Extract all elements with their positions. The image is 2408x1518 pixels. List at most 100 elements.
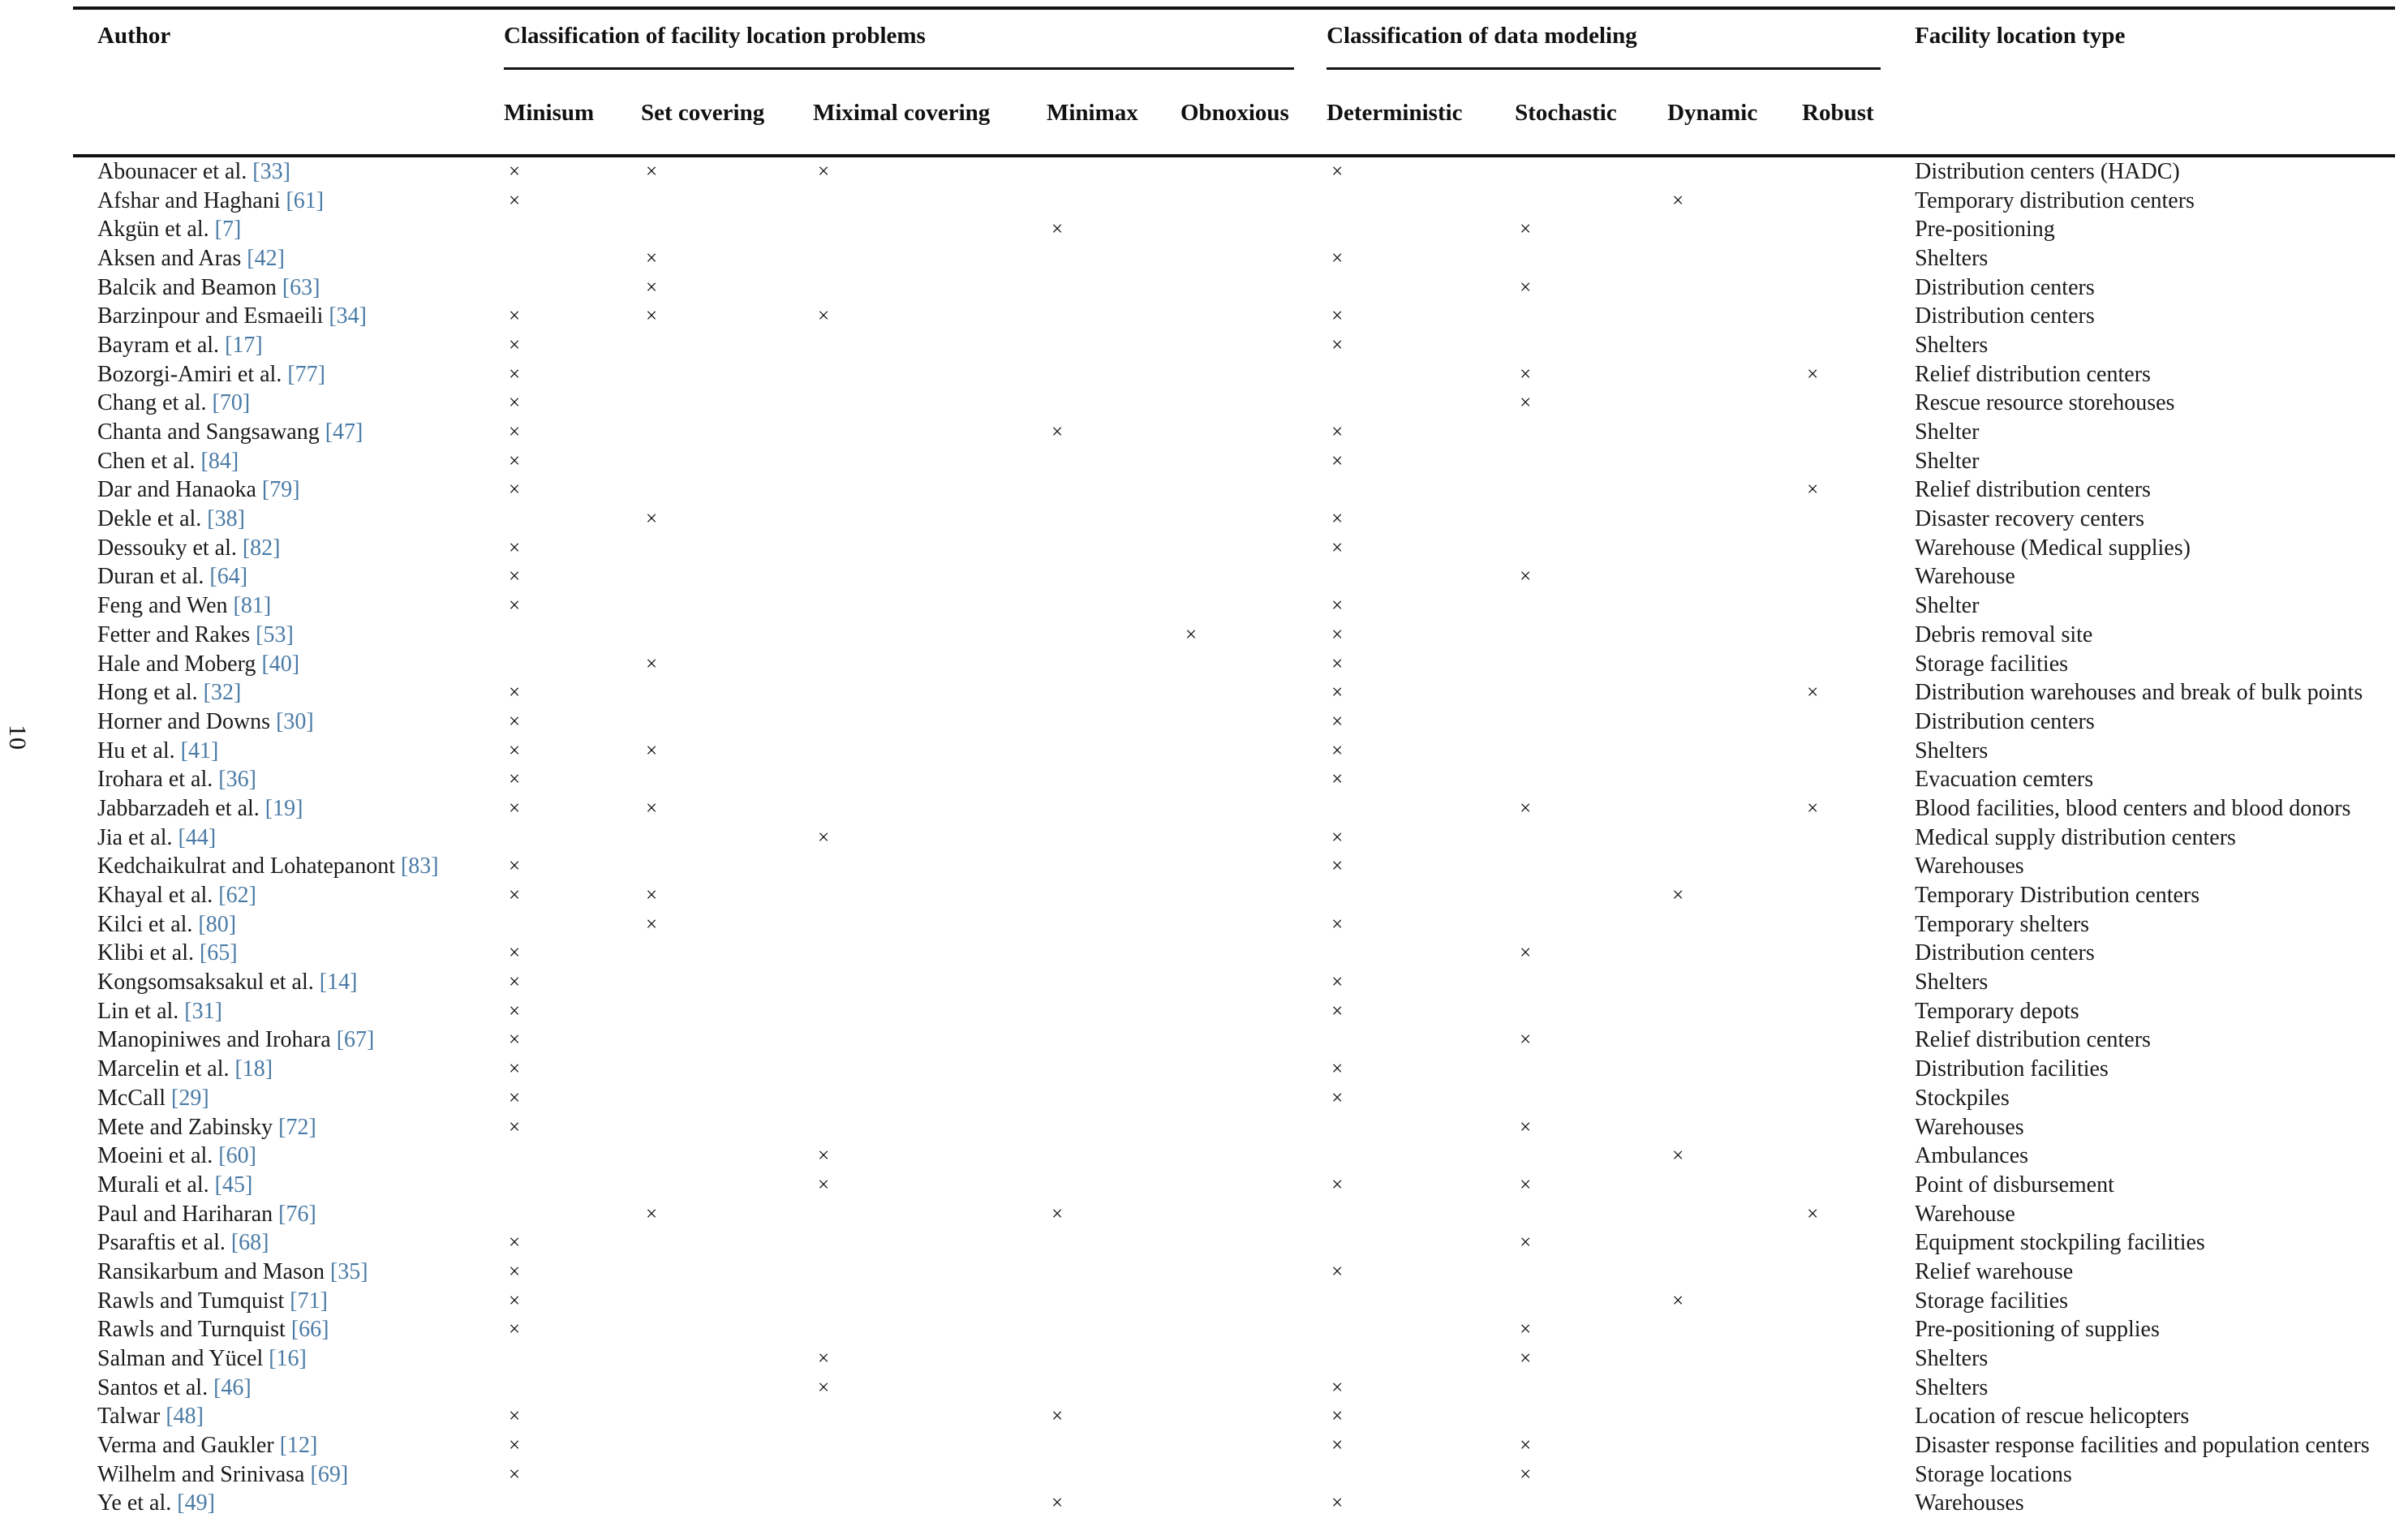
table-row: Kedchaikulrat and Lohatepanont [83] × × War… [73, 853, 2395, 882]
mark-cell-minimax [1047, 534, 1180, 563]
citation-link[interactable]: [81] [233, 593, 272, 619]
mark-cell-miximal-covering [813, 273, 1047, 303]
mark-cell-deterministic: × [1331, 1000, 1344, 1022]
mark-cell-obnoxious [1180, 244, 1327, 273]
citation-link[interactable]: [12] [279, 1433, 318, 1459]
citation-link[interactable]: [45] [214, 1172, 253, 1198]
citation-link[interactable]: [83] [400, 854, 439, 879]
citation-link[interactable]: [38] [207, 506, 245, 532]
citation-link[interactable]: [61] [286, 187, 325, 213]
citation-link[interactable]: [79] [261, 477, 300, 503]
mark-cell-stochastic [1515, 824, 1667, 853]
mark-cell-minimax [1047, 563, 1180, 592]
mark-cell-stochastic [1515, 910, 1667, 940]
citation-link[interactable]: [84] [200, 448, 239, 474]
citation-link[interactable]: [17] [225, 332, 263, 358]
citation-link[interactable]: [19] [264, 795, 303, 821]
citation-link[interactable]: [42] [247, 245, 285, 271]
mark-cell-dynamic [1667, 650, 1802, 679]
author-cell: Afshar and Haghani [61] [73, 187, 504, 216]
citation-link[interactable]: [48] [166, 1404, 204, 1430]
author-cell: Dessouky et al. [82] [73, 534, 504, 563]
citation-link[interactable]: [30] [276, 708, 314, 734]
citation-link[interactable]: [76] [278, 1201, 316, 1227]
mark-cell-deterministic: × [1331, 1086, 1344, 1109]
citation-link[interactable]: [77] [287, 361, 325, 387]
citation-link[interactable]: [18] [234, 1056, 273, 1082]
mark-cell-obnoxious [1180, 534, 1327, 563]
column-header-miximal-covering: Miximal covering [813, 99, 991, 126]
mark-cell-dynamic [1667, 1316, 1802, 1345]
mark-cell-dynamic [1667, 476, 1802, 505]
mark-cell-set-covering [641, 824, 813, 853]
mark-cell-obnoxious [1180, 1113, 1327, 1142]
citation-link[interactable]: [14] [319, 970, 358, 996]
citation-link[interactable]: [53] [256, 621, 294, 647]
mark-cell-miximal-covering [813, 765, 1047, 794]
mark-cell-set-covering [641, 1258, 813, 1287]
mark-cell-miximal-covering [813, 360, 1047, 389]
citation-link[interactable]: [31] [184, 998, 222, 1024]
mark-cell-deterministic [1327, 1200, 1515, 1229]
mark-cell-miximal-covering [813, 591, 1047, 621]
citation-link[interactable]: [67] [336, 1027, 375, 1053]
page-number: 10 [4, 725, 31, 750]
citation-link[interactable]: [65] [199, 940, 238, 966]
citation-link[interactable]: [72] [278, 1114, 316, 1140]
mark-cell-miximal-covering: × [818, 160, 830, 183]
facility-type-cell: Storage facilities [1915, 1288, 2069, 1314]
citation-link[interactable]: [68] [230, 1230, 269, 1256]
citation-link[interactable]: [47] [325, 419, 363, 445]
mark-cell-deterministic: × [1331, 768, 1344, 791]
citation-link[interactable]: [16] [269, 1346, 307, 1372]
citation-link[interactable]: [32] [203, 680, 242, 706]
citation-link[interactable]: [60] [218, 1143, 256, 1169]
mark-cell-dynamic [1667, 1490, 1802, 1518]
mark-cell-set-covering [641, 563, 813, 592]
table-row: Verma and Gaukler [12] × × × Disaster respon… [73, 1431, 2395, 1460]
citation-link[interactable]: [41] [180, 737, 219, 763]
citation-link[interactable]: [46] [213, 1374, 252, 1400]
citation-link[interactable]: [64] [209, 564, 248, 590]
table-row: Khayal et al. [62] × × × Temporary Distribut… [73, 881, 2395, 910]
author-name: Irohara et al. [97, 767, 219, 793]
mark-cell-robust [1802, 1258, 1915, 1287]
mark-cell-minisum: × [509, 971, 521, 994]
mark-cell-robust [1802, 534, 1915, 563]
citation-link[interactable]: [82] [242, 535, 281, 561]
mark-cell-robust [1802, 997, 1915, 1026]
mark-cell-robust [1802, 1460, 1915, 1490]
citation-link[interactable]: [63] [282, 274, 320, 300]
facility-type-cell: Shelters [1915, 970, 1989, 996]
citation-link[interactable]: [36] [218, 767, 256, 793]
citation-link[interactable]: [35] [329, 1258, 368, 1284]
mark-cell-obnoxious [1180, 273, 1327, 303]
citation-link[interactable]: [70] [212, 390, 251, 416]
citation-link[interactable]: [66] [290, 1317, 329, 1343]
citation-link[interactable]: [69] [310, 1461, 349, 1487]
citation-link[interactable]: [29] [171, 1085, 209, 1111]
author-name: Rawls and Turnquist [97, 1317, 291, 1343]
facility-type-cell: Rescue resource storehouses [1915, 390, 2175, 416]
mark-cell-minisum: × [509, 855, 521, 878]
citation-link[interactable]: [62] [218, 883, 256, 909]
mark-cell-minisum: × [509, 160, 521, 183]
citation-link[interactable]: [40] [261, 651, 300, 677]
mark-cell-dynamic [1667, 997, 1802, 1026]
citation-link[interactable]: [71] [290, 1288, 328, 1314]
citation-link[interactable]: [34] [329, 303, 368, 329]
table-row: Ransikarbum and Mason [35] × × Relief wareh… [73, 1258, 2395, 1287]
citation-link[interactable]: [49] [177, 1490, 215, 1516]
mark-cell-stochastic: × [1520, 1434, 1532, 1457]
mark-cell-set-covering [641, 215, 813, 244]
citation-link[interactable]: [7] [214, 217, 242, 243]
mark-cell-miximal-covering [813, 1287, 1047, 1316]
mark-cell-robust [1802, 968, 1915, 997]
citation-link[interactable]: [44] [178, 824, 217, 850]
facility-type-cell: Disaster response facilities and populat… [1915, 1433, 2370, 1459]
author-name: Murali et al. [97, 1172, 215, 1198]
citation-link[interactable]: [33] [252, 158, 290, 184]
citation-link[interactable]: [80] [198, 911, 237, 937]
mark-cell-minisum [504, 1490, 641, 1518]
table-body: Abounacer et al. [33] × × × × Distribution ce… [73, 156, 2395, 1518]
